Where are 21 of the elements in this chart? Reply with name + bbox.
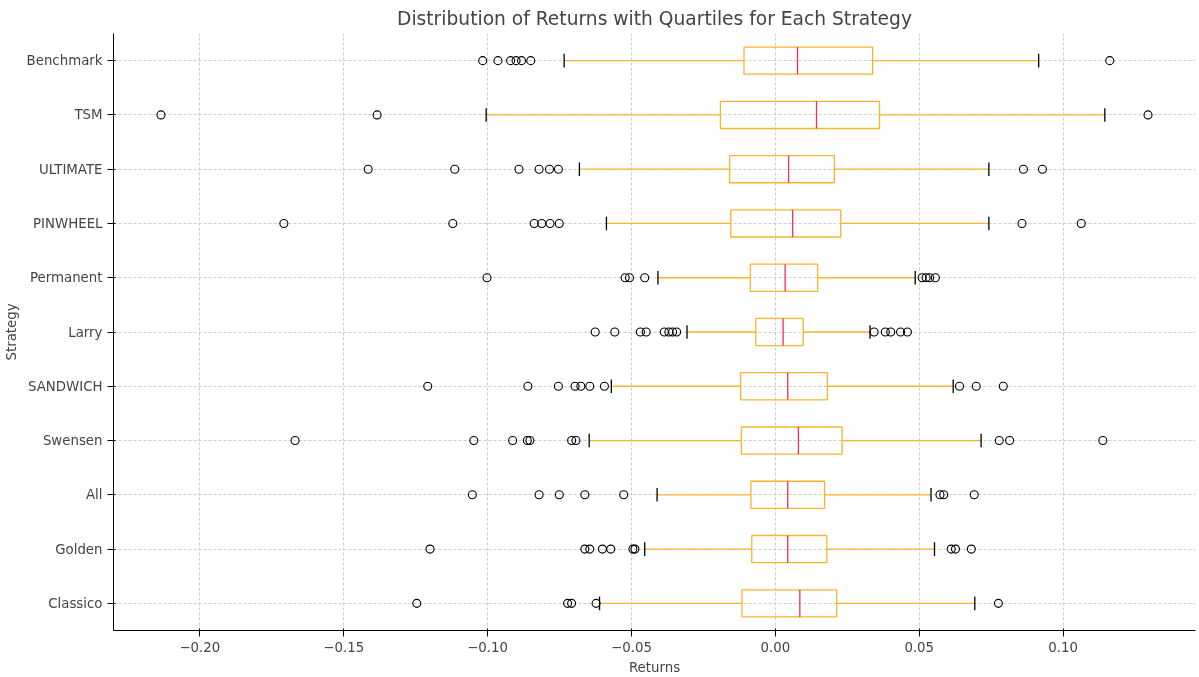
x-tick-label: 0.00 <box>760 639 791 655</box>
y-tick-label: TSM <box>73 107 103 123</box>
y-tick-label: Benchmark <box>26 53 103 69</box>
chart-title: Distribution of Returns with Quartiles for Each Strategy <box>397 7 912 29</box>
y-axis-title: Strategy <box>3 303 19 361</box>
x-tick-label: 0.10 <box>1048 639 1078 655</box>
y-tick-label: Golden <box>55 541 103 557</box>
y-tick-label: Larry <box>68 324 103 340</box>
y-tick-label: ULTIMATE <box>38 161 103 177</box>
x-tick-label: −0.10 <box>467 639 509 655</box>
y-tick-label: Swensen <box>42 433 103 449</box>
y-tick-label: Classico <box>48 595 103 611</box>
y-tick-label: All <box>85 487 103 503</box>
y-tick-label: SANDWICH <box>28 378 103 394</box>
y-tick-label: Permanent <box>30 270 103 286</box>
x-tick-label: −0.15 <box>323 639 365 655</box>
x-axis-title: Returns <box>628 659 681 675</box>
x-tick-label: −0.20 <box>179 639 221 655</box>
x-tick-label: −0.05 <box>611 639 652 655</box>
x-tick-label: 0.05 <box>904 639 935 655</box>
y-tick-label: PINWHEEL <box>33 215 104 231</box>
